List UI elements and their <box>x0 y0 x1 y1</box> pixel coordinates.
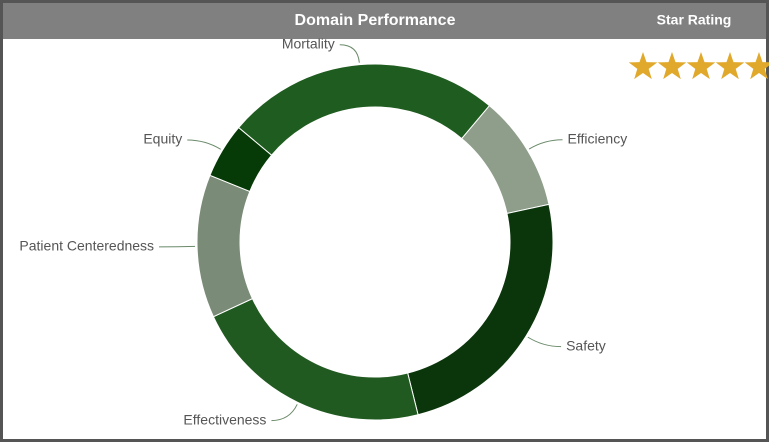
header-bar <box>3 3 766 39</box>
star <box>744 52 769 80</box>
star <box>686 52 716 80</box>
star-rating-title: Star Rating <box>657 12 732 28</box>
star <box>628 52 658 80</box>
chart-title: Domain Performance <box>295 12 456 29</box>
segment-label: Mortality <box>282 35 335 51</box>
leader-line <box>527 336 562 348</box>
segment-label: Equity <box>143 131 182 147</box>
donut-segment <box>209 126 273 193</box>
leader-line <box>271 404 298 422</box>
star <box>715 52 745 80</box>
segment-label: Effectiveness <box>183 411 266 427</box>
leader-line <box>339 44 360 63</box>
segment-label: Patient Centeredness <box>19 238 154 254</box>
leader-line <box>528 139 563 150</box>
star <box>657 52 687 80</box>
leader-line <box>187 139 221 150</box>
segment-label: Efficiency <box>568 130 628 146</box>
segment-label: Safety <box>566 337 606 353</box>
